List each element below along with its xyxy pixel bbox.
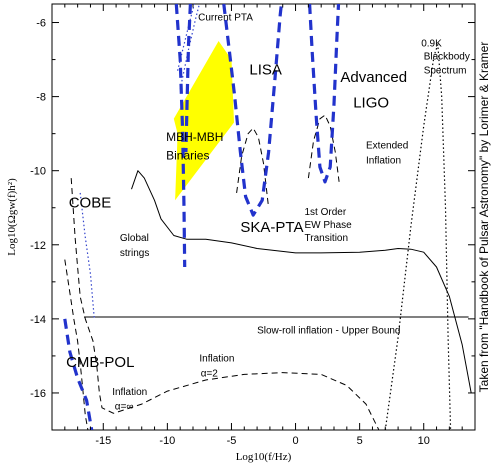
mbh-binaries-region <box>173 41 234 201</box>
series-line-14 <box>308 4 341 184</box>
mbh-region-layer <box>173 41 234 201</box>
annotation-label: Binaries <box>166 149 209 163</box>
series-line-13 <box>222 4 283 217</box>
annotation-label: Slow-roll inflation - Upper Bound <box>257 326 400 337</box>
annotation-label: LISA <box>249 61 282 78</box>
x-tick-label: -5 <box>227 435 237 447</box>
annotation-label: Current PTA <box>198 13 253 24</box>
y-tick-label: -14 <box>30 314 46 326</box>
annotation-label: CMB-POL <box>66 354 134 371</box>
annotation-label: Blackbody <box>424 52 470 63</box>
annotation-label: Inflation <box>112 387 147 398</box>
ticks-layer: -15 -10 -5 0 5 10 -16 -14 -12 -10 -8 -6 <box>30 4 476 447</box>
x-tick-label: -10 <box>159 435 175 447</box>
annotation-label: Global <box>120 233 149 244</box>
series-line-12 <box>184 4 192 153</box>
series-line-5 <box>236 127 270 208</box>
x-tick-label: 10 <box>418 435 430 447</box>
annotation-label: Transition <box>305 233 349 244</box>
annotation-label: α=2 <box>201 368 219 379</box>
y-axis-label: Log10(Ωgw(f)h²) <box>6 178 18 256</box>
y-tick-label: -10 <box>30 166 46 178</box>
y-tick-label: -8 <box>36 92 46 104</box>
annotation-label: MBH-MBH <box>166 130 223 144</box>
series-line-10 <box>79 192 95 319</box>
annotation-label: SKA-PTA <box>240 219 303 236</box>
series-line-11 <box>174 4 187 268</box>
annotation-label: Extended <box>366 141 408 152</box>
x-tick-label: -15 <box>95 435 111 447</box>
y-tick-label: -6 <box>36 18 46 30</box>
series-line-1 <box>131 170 472 394</box>
series-line-4 <box>64 259 89 430</box>
series-line-7 <box>384 44 452 430</box>
annotation-label: Advanced <box>340 69 407 86</box>
annotations-layer: Current PTA LISA Advanced LIGO 0.9K Blackbody… <box>66 13 470 413</box>
annotation-label: LIGO <box>353 95 389 112</box>
annotation-label: Spectrum <box>424 66 467 77</box>
annotation-label: Inflation <box>366 155 401 166</box>
x-axis-label: Log10(f/Hz) <box>236 451 292 463</box>
y-tick-label: -12 <box>30 240 46 252</box>
y-tick-label: -16 <box>30 388 46 400</box>
series-line-6 <box>307 114 340 182</box>
plot-frame <box>51 3 476 431</box>
x-tick-label: 5 <box>357 435 363 447</box>
annotation-label: EW Phase <box>305 220 353 231</box>
x-tick-label: 0 <box>292 435 298 447</box>
series-line-15 <box>63 318 94 430</box>
series-layer <box>63 4 472 430</box>
annotation-label: Inflation <box>199 354 234 365</box>
annotation-label: COBE <box>69 195 112 212</box>
annotation-label: 1st Order <box>305 207 347 218</box>
annotation-label: 0.9K <box>421 39 442 50</box>
series-line-3 <box>70 178 380 430</box>
annotation-label: strings <box>120 248 149 259</box>
source-credit: Taken from "Handbook of Pulsar Astronomy… <box>477 42 491 393</box>
annotation-label: α=∞ <box>115 402 134 413</box>
